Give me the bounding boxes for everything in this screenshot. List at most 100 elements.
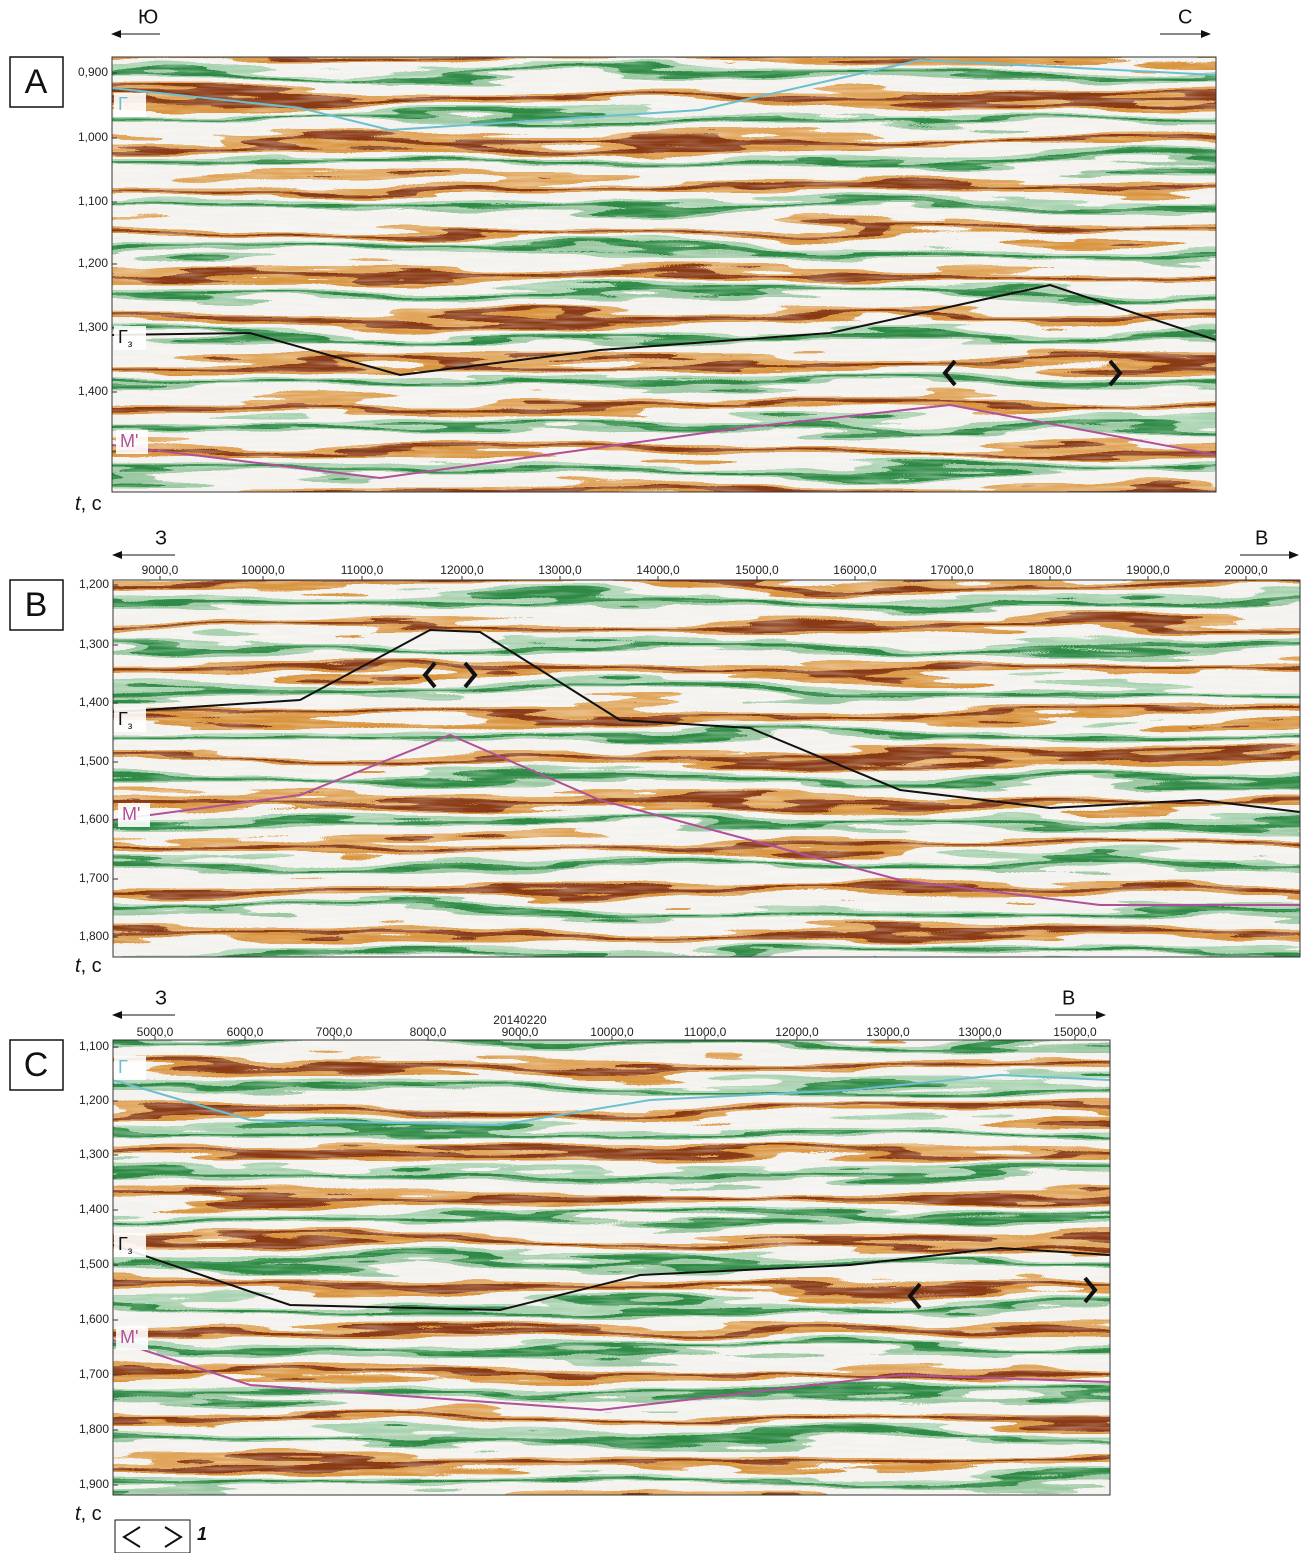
- x-tick-label: 13000,0: [958, 1025, 1002, 1039]
- legend-chevron: [164, 1526, 183, 1548]
- legend-chevron: [122, 1526, 141, 1548]
- horizon: [113, 1339, 1110, 1412]
- horizon-label: Гз: [118, 1234, 133, 1257]
- y-tick-label: 1,400: [79, 1202, 109, 1216]
- panel-label: A: [25, 63, 48, 101]
- y-tick-label: 1,600: [79, 1312, 109, 1326]
- horizon-label: Гз: [118, 709, 133, 732]
- y-tick-label: 1,200: [79, 577, 109, 591]
- x-tick-label: 9000,0: [502, 1025, 539, 1039]
- seismic-image: [113, 1040, 1110, 1495]
- axis-unit: , с: [81, 955, 102, 977]
- survey-label: 20140220: [493, 1013, 547, 1027]
- axis-label: t, с: [75, 955, 102, 977]
- horizon: [112, 58, 1216, 132]
- horizon-label: Г: [118, 94, 128, 114]
- x-tick-label: 6000,0: [227, 1025, 264, 1039]
- seismic-panel: C З В 1,100 1,200 1,300 1,400 1,500 1,600 1,700 1,…: [9, 987, 1111, 1525]
- x-tick-label: 13000,0: [538, 563, 582, 577]
- direction-left: Ю: [138, 6, 158, 28]
- y-tick-label: 1,300: [79, 637, 109, 651]
- y-tick-label: 1,400: [78, 384, 108, 398]
- horizon-label: M': [120, 431, 138, 451]
- seismic-image: [113, 580, 1300, 957]
- horizon-label-bg: [114, 326, 146, 350]
- x-tick-label: 19000,0: [1126, 563, 1170, 577]
- horizon-name: Г: [118, 94, 128, 114]
- horizon-label-bg: [118, 803, 150, 827]
- panel-border: [112, 579, 1301, 958]
- horizon-name: Г: [118, 709, 128, 729]
- panel-border: [111, 56, 1217, 493]
- horizon-label-bg: [114, 708, 146, 732]
- x-tick-label: 12000,0: [775, 1025, 819, 1039]
- y-tick-label: 1,200: [79, 1093, 109, 1107]
- direction-right: С: [1178, 6, 1192, 28]
- x-tick-label: 13000,0: [866, 1025, 910, 1039]
- y-tick-label: 1,500: [79, 754, 109, 768]
- axis-symbol: t: [75, 1503, 82, 1525]
- panel-label: B: [25, 586, 48, 624]
- horizon-label-bg: [116, 1326, 148, 1350]
- grain: [113, 1040, 1110, 1495]
- y-tick-label: 1,200: [78, 256, 108, 270]
- axis-symbol: t: [75, 955, 82, 977]
- y-tick-label: 1,600: [79, 812, 109, 826]
- horizon-label-bg: [114, 93, 146, 117]
- y-tick-label: 1,900: [79, 1477, 109, 1491]
- direction-left: З: [155, 527, 167, 549]
- horizon: [112, 403, 1216, 480]
- axis-symbol: t: [75, 493, 82, 515]
- chevron: [422, 661, 437, 689]
- horizon-subscript: з: [128, 339, 133, 350]
- horizon-subscript: з: [128, 721, 133, 732]
- y-tick-label: 1,500: [79, 1257, 109, 1271]
- chevron: [942, 359, 957, 387]
- grain: [113, 580, 1300, 957]
- horizon-name: M': [120, 431, 138, 451]
- horizon: [113, 1073, 1110, 1127]
- x-tick-label: 14000,0: [636, 563, 680, 577]
- chevron: [1108, 359, 1123, 387]
- horizon: [113, 628, 1300, 813]
- x-tick-label: 18000,0: [1028, 563, 1072, 577]
- horizon-name: Г: [118, 327, 128, 347]
- y-tick-label: 1,800: [79, 929, 109, 943]
- horizon-label: Г: [118, 1057, 128, 1077]
- panel-label-box: [9, 56, 64, 108]
- horizon-label-bg: [114, 1233, 146, 1257]
- horizon: [113, 733, 1300, 906]
- seismic-image: [112, 57, 1216, 492]
- y-tick-label: 1,000: [78, 130, 108, 144]
- horizon-name: Г: [118, 1057, 128, 1077]
- horizon: [113, 1244, 1110, 1312]
- axis-unit: , с: [81, 493, 102, 515]
- legend: 1: [114, 1519, 207, 1553]
- panel-label-box: [9, 579, 64, 631]
- x-tick-label: 10000,0: [590, 1025, 634, 1039]
- x-tick-label: 12000,0: [440, 563, 484, 577]
- grain: [112, 57, 1216, 492]
- horizon-label: M': [122, 804, 140, 824]
- x-tick-label: 11000,0: [684, 1025, 727, 1039]
- horizon-label-bg: [116, 430, 148, 454]
- horizon-name: Г: [118, 1234, 128, 1254]
- panel-label: C: [24, 1046, 49, 1084]
- y-tick-label: 0,900: [78, 65, 108, 79]
- horizon: [112, 283, 1216, 377]
- legend-box: [114, 1519, 191, 1553]
- direction-right: В: [1062, 987, 1075, 1009]
- y-tick-label: 1,300: [78, 320, 108, 334]
- axis-label: t, с: [75, 493, 102, 515]
- horizon-label: M': [120, 1327, 138, 1347]
- panel-label-box: [9, 1039, 64, 1091]
- direction-left: З: [155, 987, 167, 1009]
- horizon-label-bg: [114, 1056, 146, 1080]
- y-tick-label: 1,800: [79, 1422, 109, 1436]
- chevron: [907, 1282, 922, 1310]
- seismic-panel: B З В 1,200 1,300 1,400 1,500 1,600 1,700 1,800 90…: [9, 527, 1301, 977]
- direction-right: В: [1255, 527, 1268, 549]
- x-tick-label: 11000,0: [341, 563, 384, 577]
